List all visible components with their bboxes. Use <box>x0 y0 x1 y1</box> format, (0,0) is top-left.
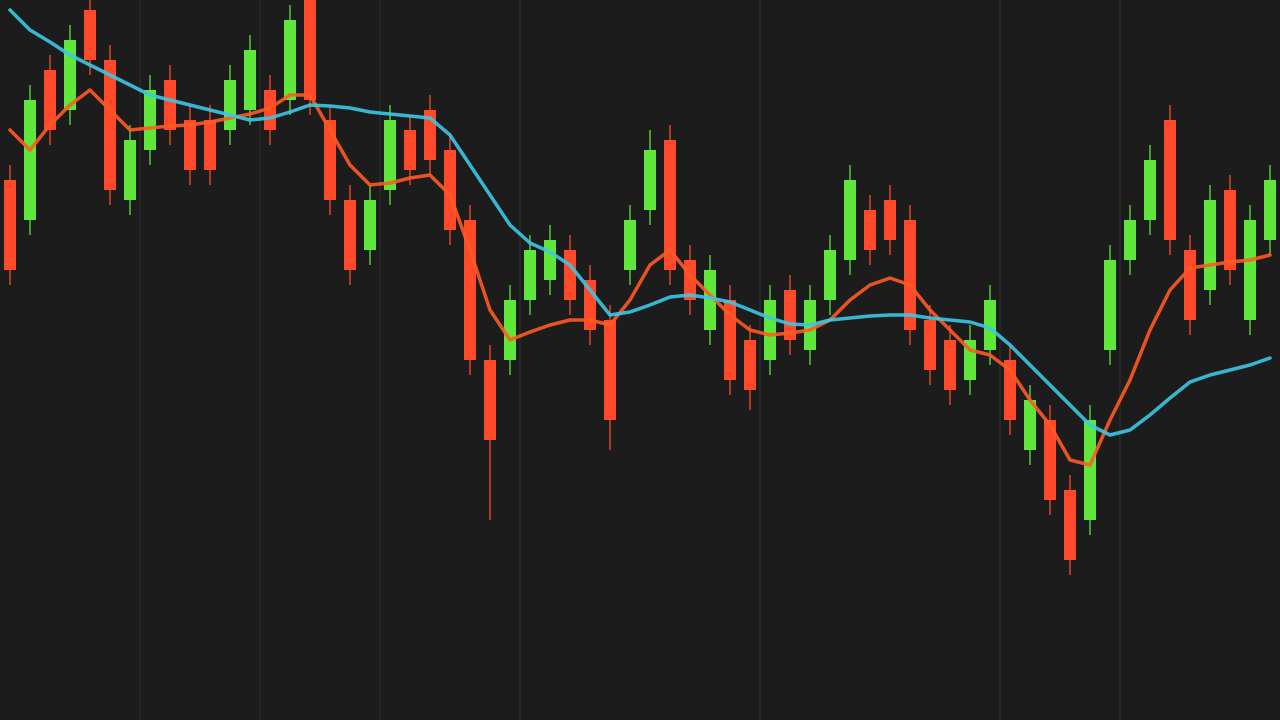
candle-body <box>1264 180 1276 240</box>
candle-body <box>1064 490 1076 560</box>
candle-body <box>944 340 956 390</box>
candle-body <box>224 80 236 130</box>
candle-body <box>1044 420 1056 500</box>
candle-body <box>564 250 576 300</box>
candle-body <box>304 0 316 100</box>
candle-body <box>984 300 996 350</box>
candle-body <box>844 180 856 260</box>
candle-body <box>364 200 376 250</box>
candle-body <box>784 290 796 340</box>
candle-body <box>1124 220 1136 260</box>
candle-body <box>4 180 16 270</box>
candle-body <box>484 360 496 440</box>
candle-body <box>1104 260 1116 350</box>
candle-body <box>1244 220 1256 320</box>
moving-average-line <box>8 8 1272 437</box>
candle-body <box>504 300 516 360</box>
candle-body <box>1024 400 1036 450</box>
candle-body <box>824 250 836 300</box>
candle-body <box>1144 160 1156 220</box>
candle-body <box>384 120 396 190</box>
candle-body <box>284 20 296 100</box>
candle-body <box>924 320 936 370</box>
candle-body <box>884 200 896 240</box>
candle-body <box>644 150 656 210</box>
candle-body <box>664 140 676 270</box>
candle-body <box>164 80 176 130</box>
candle-body <box>204 120 216 170</box>
candle-body <box>724 300 736 380</box>
candle-body <box>184 120 196 170</box>
moving-average-line <box>8 88 1272 467</box>
candle-body <box>24 100 36 220</box>
candle-body <box>1164 120 1176 240</box>
candle-body <box>904 220 916 330</box>
candle-body <box>44 70 56 130</box>
candle-body <box>1184 250 1196 320</box>
candle-body <box>344 200 356 270</box>
candle-body <box>404 130 416 170</box>
candle-body <box>764 300 776 360</box>
candle-body <box>84 10 96 60</box>
candle-body <box>864 210 876 250</box>
candle-body <box>124 140 136 200</box>
candle-body <box>1204 200 1216 290</box>
candle-body <box>144 90 156 150</box>
candle-body <box>444 150 456 230</box>
candle-body <box>704 270 716 330</box>
candle-body <box>524 250 536 300</box>
candle-body <box>544 240 556 280</box>
candle-body <box>244 50 256 110</box>
candle-body <box>324 120 336 200</box>
candle-body <box>104 60 116 190</box>
candle-body <box>1084 420 1096 520</box>
candle-body <box>1224 190 1236 270</box>
candle-body <box>624 220 636 270</box>
candle-body <box>744 340 756 390</box>
candle-body <box>604 320 616 420</box>
